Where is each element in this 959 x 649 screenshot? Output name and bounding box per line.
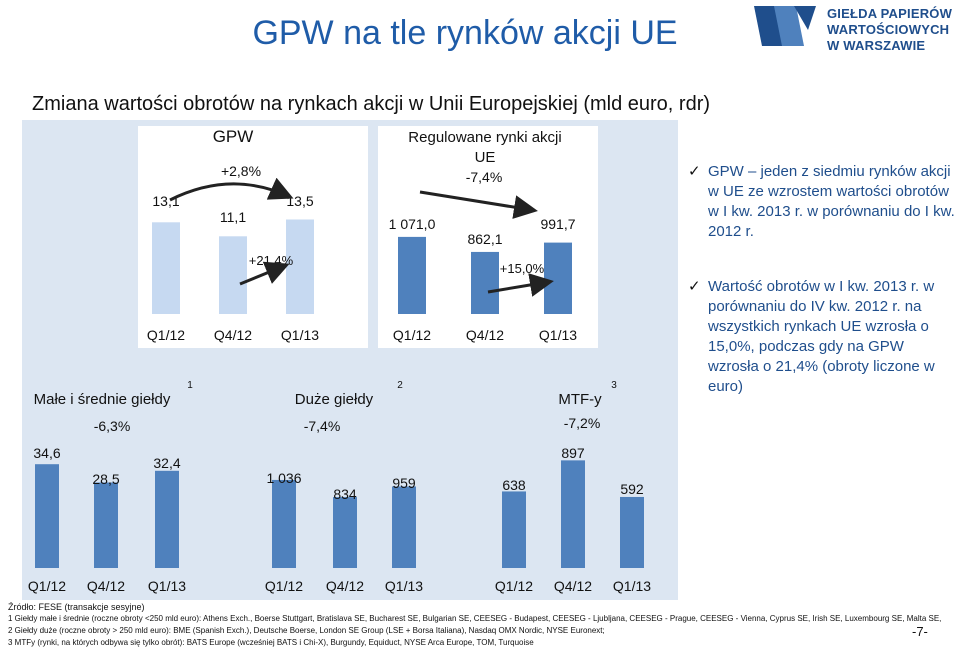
chart-title: Duże giełdy (295, 391, 374, 408)
bar (544, 242, 572, 314)
change-arrow (419, 190, 538, 219)
checkmark-icon: ✓ (688, 278, 701, 295)
bar (155, 470, 179, 568)
category-label: Q1/12 (265, 578, 303, 594)
bar (35, 464, 59, 568)
chart-title: Regulowane rynki akcji (408, 129, 561, 146)
category-label: Q1/12 (393, 327, 431, 343)
change-arrow (487, 273, 554, 297)
page-number: -7- (912, 624, 928, 639)
change-annotation: +21,4% (249, 253, 294, 268)
data-label: 638 (502, 477, 526, 493)
chart-title: GPW (213, 127, 254, 146)
bullet-text: GPW – jeden z siedmiu rynków akcji w UE … (708, 163, 955, 240)
bar (620, 496, 644, 568)
logo-text: GIEŁDA PAPIERÓW WARTOŚCIOWYCH W WARSZAWI… (827, 6, 952, 54)
category-label: Q1/13 (539, 327, 577, 343)
category-label: Q1/13 (385, 578, 423, 594)
change-annotation: -7,2% (564, 415, 601, 431)
data-label: 32,4 (153, 455, 180, 471)
data-label: 11,1 (220, 209, 246, 225)
category-label: Q4/12 (326, 578, 364, 594)
chart-title: Małe i średnie giełdy (34, 391, 171, 408)
bar (272, 479, 296, 568)
category-label: Q4/12 (87, 578, 125, 594)
bar (471, 251, 499, 314)
bar (94, 482, 118, 568)
data-label: 897 (561, 445, 585, 461)
footnote-marker: 1 (187, 380, 193, 391)
change-annotation: -7,4% (466, 169, 503, 185)
logo-line: W WARSZAWIE (827, 38, 926, 53)
data-label: 1 071,0 (389, 216, 436, 232)
category-label: Q1/13 (148, 578, 186, 594)
data-label: 13,1 (152, 193, 179, 209)
category-label: Q1/12 (28, 578, 66, 594)
change-annotation: +15,0% (500, 261, 545, 276)
bar (398, 236, 426, 314)
logo-line: GIEŁDA PAPIERÓW (827, 6, 953, 21)
category-label: Q1/12 (495, 578, 533, 594)
bar (392, 486, 416, 568)
data-label: 28,5 (92, 471, 119, 487)
data-label: 13,5 (286, 193, 313, 209)
category-label: Q1/13 (613, 578, 651, 594)
bullet-item: ✓ GPW – jeden z siedmiu rynków akcji w U… (688, 162, 958, 242)
page-title: GPW na tle rynków akcji UE (252, 14, 678, 52)
change-arrow (169, 177, 294, 202)
footer-note: 3 MTFy (rynki, na których odbywa się tyl… (8, 638, 534, 647)
footer: Źródło: FESE (transakcje sesyjne) 1 Gieł… (8, 601, 941, 649)
category-label: Q4/12 (214, 327, 252, 343)
bullet-item: ✓ Wartość obrotów w I kw. 2013 r. w poró… (688, 277, 958, 397)
data-label: 991,7 (540, 216, 575, 232)
footer-note: 2 Giełdy duże (roczne obroty > 250 mld e… (8, 626, 605, 635)
data-label: 592 (620, 481, 644, 497)
data-label: 1 036 (266, 470, 301, 486)
gpw-logo (754, 6, 816, 46)
data-label: 959 (392, 475, 416, 491)
change-arrow (239, 261, 290, 286)
change-annotation: -7,4% (304, 418, 341, 434)
bar (286, 219, 314, 314)
data-label: 834 (333, 486, 357, 502)
bar (152, 222, 180, 314)
footer-source: Źródło: FESE (transakcje sesyjne) (8, 602, 145, 612)
logo-line: WARTOŚCIOWYCH (827, 22, 950, 37)
bar (219, 236, 247, 314)
change-annotation: +2,8% (221, 163, 261, 179)
chart-title: MTF-y (558, 391, 602, 408)
bullet-list: ✓ GPW – jeden z siedmiu rynków akcji w U… (688, 162, 958, 397)
change-annotation: -6,3% (94, 418, 131, 434)
footnote-marker: 2 (397, 380, 403, 391)
bar (333, 497, 357, 568)
category-label: Q1/12 (147, 327, 185, 343)
footer-note: 1 Giełdy małe i średnie (roczne obroty <… (8, 614, 942, 623)
category-label: Q4/12 (466, 327, 504, 343)
bar (561, 460, 585, 568)
category-label: Q1/13 (281, 327, 319, 343)
checkmark-icon: ✓ (688, 163, 701, 180)
footnote-marker: 3 (611, 380, 617, 391)
data-label: 34,6 (33, 445, 60, 461)
data-label: 862,1 (467, 231, 502, 247)
bullet-text: Wartość obrotów w I kw. 2013 r. w porówn… (708, 278, 935, 395)
category-label: Q4/12 (554, 578, 592, 594)
chart-subtitle: Zmiana wartości obrotów na rynkach akcji… (32, 93, 711, 115)
bar (502, 491, 526, 568)
logo-mark-icon (754, 6, 816, 46)
chart-title: UE (475, 149, 496, 166)
